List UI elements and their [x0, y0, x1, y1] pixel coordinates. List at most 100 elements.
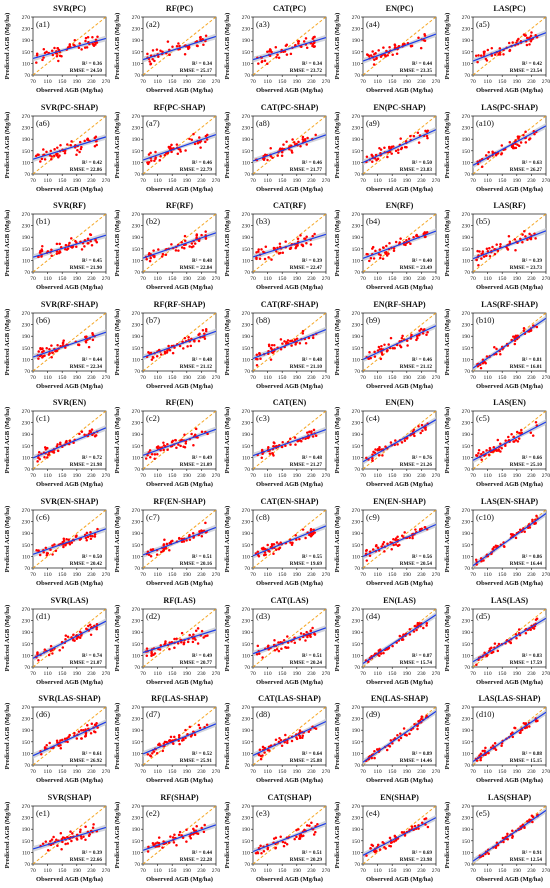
data-point	[156, 445, 160, 449]
x-tick-label: 270	[542, 375, 550, 381]
data-point	[188, 633, 191, 636]
data-point	[153, 651, 157, 655]
data-point	[278, 147, 282, 151]
data-point	[399, 136, 402, 140]
x-tick-label: 70	[250, 572, 256, 578]
y-tick-label: 190	[352, 137, 361, 143]
data-point	[159, 154, 162, 158]
data-point	[515, 431, 519, 434]
data-point	[308, 824, 311, 827]
data-point	[66, 835, 69, 839]
x-tick-label: 70	[30, 868, 36, 874]
data-point	[205, 137, 209, 141]
data-point	[383, 343, 386, 346]
x-tick-label: 70	[250, 868, 256, 874]
data-point	[500, 151, 504, 155]
data-point	[417, 827, 420, 830]
data-point	[290, 543, 294, 546]
data-point	[264, 553, 267, 556]
data-point	[149, 54, 153, 57]
data-point	[373, 850, 377, 854]
data-point	[177, 443, 180, 447]
x-tick-label: 150	[168, 473, 177, 479]
data-point	[296, 40, 300, 43]
x-axis-label: Observed AGB (Mg/ha)	[36, 777, 103, 784]
data-point	[47, 653, 51, 656]
x-tick-label: 70	[250, 178, 256, 184]
data-point	[499, 352, 502, 356]
x-tick-label: 270	[102, 572, 110, 578]
x-tick-label: 190	[73, 769, 82, 775]
data-point	[295, 828, 298, 832]
panel-tag: (b10)	[476, 315, 495, 325]
data-point	[272, 445, 275, 448]
y-axis-label: Predicted AGB (Mg/ha)	[444, 13, 451, 80]
identity-line	[252, 608, 327, 667]
data-point	[531, 820, 534, 824]
data-point	[148, 60, 151, 63]
data-point	[158, 647, 162, 651]
data-point	[405, 145, 408, 149]
data-point	[51, 53, 55, 57]
data-point	[167, 739, 171, 743]
x-tick-label: 230	[527, 671, 536, 677]
y-axis-label: Predicted AGB (Mg/ha)	[224, 407, 231, 474]
data-point	[502, 840, 505, 844]
y-axis-label: Predicted AGB (Mg/ha)	[334, 506, 341, 573]
y-tick-label: 190	[132, 137, 141, 143]
x-tick-label: 230	[307, 375, 316, 381]
x-tick-label: 190	[513, 79, 522, 85]
y-tick-label: 270	[22, 607, 31, 613]
data-point	[380, 352, 384, 355]
data-point	[88, 832, 92, 836]
x-tick-label: 150	[388, 473, 397, 479]
data-point	[313, 531, 316, 534]
y-tick-label: 270	[352, 409, 361, 415]
data-point	[485, 247, 489, 251]
identity-line	[142, 115, 217, 174]
data-point	[305, 142, 308, 146]
data-point	[148, 449, 152, 453]
data-point	[415, 628, 418, 631]
data-point	[298, 537, 301, 541]
x-tick-label: 270	[322, 671, 330, 677]
data-point	[416, 727, 419, 731]
data-point	[400, 146, 404, 149]
data-point	[373, 757, 376, 760]
data-point	[80, 430, 84, 434]
y-tick-label: 230	[22, 322, 31, 328]
data-point	[491, 547, 495, 551]
y-tick-label: 230	[462, 27, 471, 33]
x-tick-label: 190	[73, 473, 82, 479]
data-point	[43, 157, 47, 161]
data-point	[65, 440, 68, 443]
fit-line	[362, 325, 437, 360]
data-point	[57, 155, 60, 159]
x-axis-label: Observed AGB (Mg/ha)	[36, 481, 103, 488]
data-point	[369, 54, 373, 57]
y-tick-label: 110	[132, 554, 140, 560]
data-point	[516, 39, 519, 42]
data-point	[152, 843, 155, 847]
data-point	[186, 640, 190, 643]
x-tick-label: 150	[168, 375, 177, 381]
y-tick-label: 70	[354, 73, 360, 79]
data-point	[78, 636, 82, 639]
r2-label: R² = 0.83	[522, 653, 542, 659]
data-point	[395, 52, 399, 56]
data-point	[310, 533, 314, 537]
data-point	[377, 49, 380, 52]
data-point	[374, 249, 377, 253]
data-point	[37, 350, 40, 353]
x-tick-label: 70	[140, 671, 146, 677]
y-tick-label: 70	[24, 665, 30, 671]
x-tick-label: 150	[168, 868, 177, 874]
y-tick-label: 190	[22, 827, 31, 833]
data-point	[514, 146, 518, 149]
data-point	[260, 248, 263, 251]
